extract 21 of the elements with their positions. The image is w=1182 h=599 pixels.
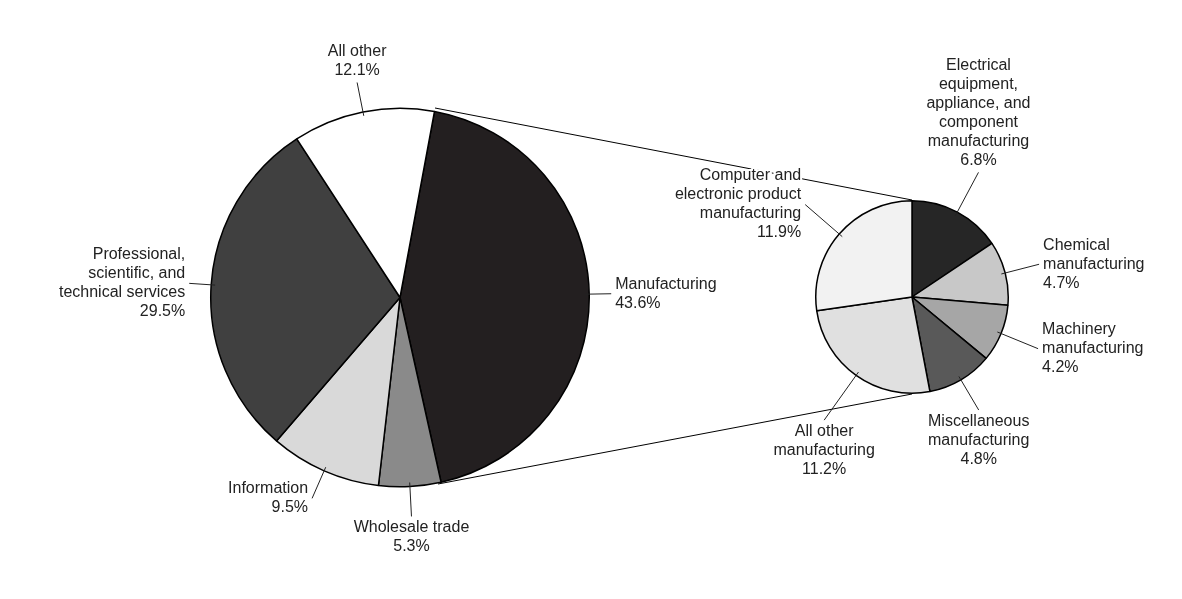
slice-label: Manufacturing [615,274,717,292]
slice-label: Machinery manufacturing [1042,320,1144,357]
data-label: 11.9% [757,223,802,241]
data-label: 9.5% [271,498,309,516]
data-label: 29.5% [139,302,186,320]
slice-label: Information [228,479,309,497]
slice-label: Chemical manufacturing [1043,235,1145,272]
data-label: 5.3% [393,537,430,555]
slice-label: All other [327,42,388,60]
data-label: 11.2% [802,460,847,478]
data-label: 4.8% [960,449,997,467]
slice-label: Electrical equipment, appliance, and component manufacturing [926,56,1031,150]
data-label: 6.8% [960,151,997,169]
slice-label: Miscellaneous manufacturing [928,411,1030,448]
data-label: 12.1% [334,61,380,79]
slice-label: Professional, scientific, and technical services [58,245,186,301]
slice-label: All other manufacturing [773,422,875,459]
slice-label: Wholesale trade [353,518,470,536]
data-label: 4.7% [1043,273,1080,291]
data-label: 43.6% [615,293,661,311]
data-label: 4.2% [1042,358,1079,376]
